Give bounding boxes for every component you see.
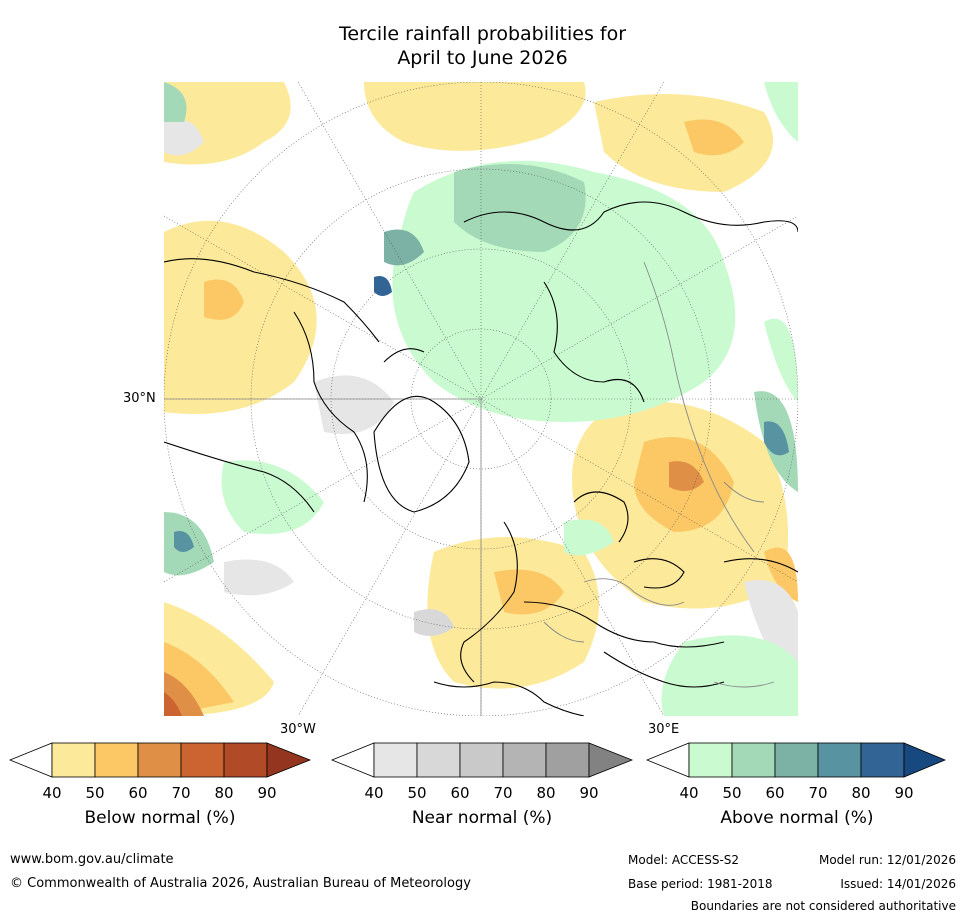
lon-30w-label: 30°W [280,722,316,737]
cb-below-arrow-low [8,742,53,778]
cb-above-arrow-low [645,742,690,778]
cb-below-tick: 80 [214,784,233,802]
cb-above-tick: 80 [851,784,870,802]
title-line-2: April to June 2026 [397,47,568,69]
cb-near-seg-4 [502,742,547,778]
cb-above-tick: 90 [894,784,913,802]
footer-base-period: Base period: 1981-2018 [628,877,773,891]
cb-below-seg-2 [94,742,139,778]
cb-near-arrow-low [330,742,375,778]
cb-below-arrow-high [266,742,312,778]
cb-near-tick: 60 [450,784,469,802]
cb-near-seg-3 [459,742,504,778]
footer-disclaimer: Boundaries are not considered authoritat… [690,899,956,913]
cb-above-tick: 70 [808,784,827,802]
coastlines [164,201,798,716]
cb-above-seg-1 [688,742,733,778]
colorbar-above-title: Above normal (%) [720,808,874,828]
cb-below-tick: 40 [42,784,61,802]
colorbar-below-normal: 40 50 60 70 80 90 [8,742,312,803]
lat-30n-label: 30°N [123,391,156,406]
cb-near-tick: 80 [536,784,555,802]
footer-model: Model: ACCESS-S2 [628,853,740,867]
colorbar-near-normal: 40 50 60 70 80 90 [330,742,634,803]
footer-website: www.bom.gov.au/climate [10,852,174,867]
cb-near-seg-1 [373,742,418,778]
cb-above-seg-3 [774,742,819,778]
title-line-1: Tercile rainfall probabilities for [338,23,627,45]
cb-near-tick: 70 [493,784,512,802]
cb-below-seg-4 [180,742,225,778]
above-normal-regions [164,82,798,716]
cb-below-seg-5 [223,742,268,778]
colorbar-below-svg: 40 50 60 70 80 90 [8,742,312,802]
cb-near-seg-5 [545,742,590,778]
footer-issued: Issued: 14/01/2026 [840,877,956,891]
colorbar-near-title: Near normal (%) [411,808,553,828]
country-borders [543,261,775,688]
colorbar-above-normal: 40 50 60 70 80 90 [645,742,947,803]
map-canvas [164,82,798,716]
cb-above-tick: 60 [765,784,784,802]
cb-above-seg-2 [731,742,776,778]
cb-near-tick: 90 [579,784,598,802]
lon-30e-label: 30°E [648,722,680,737]
cb-below-tick: 70 [171,784,190,802]
cb-near-tick: 50 [407,784,426,802]
probability-map [164,82,798,716]
colorbar-below-title: Below normal (%) [84,808,236,828]
cb-near-seg-2 [416,742,461,778]
cb-below-tick: 60 [128,784,147,802]
cb-above-tick: 50 [722,784,741,802]
cb-above-seg-5 [860,742,905,778]
footer-model-run: Model run: 12/01/2026 [818,853,956,867]
cb-near-arrow-high [588,742,634,778]
colorbar-above-svg: 40 50 60 70 80 90 [645,742,947,802]
cb-below-seg-1 [51,742,96,778]
colorbar-near-svg: 40 50 60 70 80 90 [330,742,634,802]
cb-above-arrow-high [903,742,947,778]
cb-below-tick: 50 [85,784,104,802]
cb-below-tick: 90 [257,784,276,802]
chart-title: Tercile rainfall probabilities for April… [0,22,965,70]
cb-above-seg-4 [817,742,862,778]
footer-copyright: © Commonwealth of Australia 2026, Austra… [10,876,471,891]
cb-above-tick: 40 [679,784,698,802]
below-normal-regions [164,82,798,716]
cb-near-tick: 40 [364,784,383,802]
cb-below-seg-3 [137,742,182,778]
